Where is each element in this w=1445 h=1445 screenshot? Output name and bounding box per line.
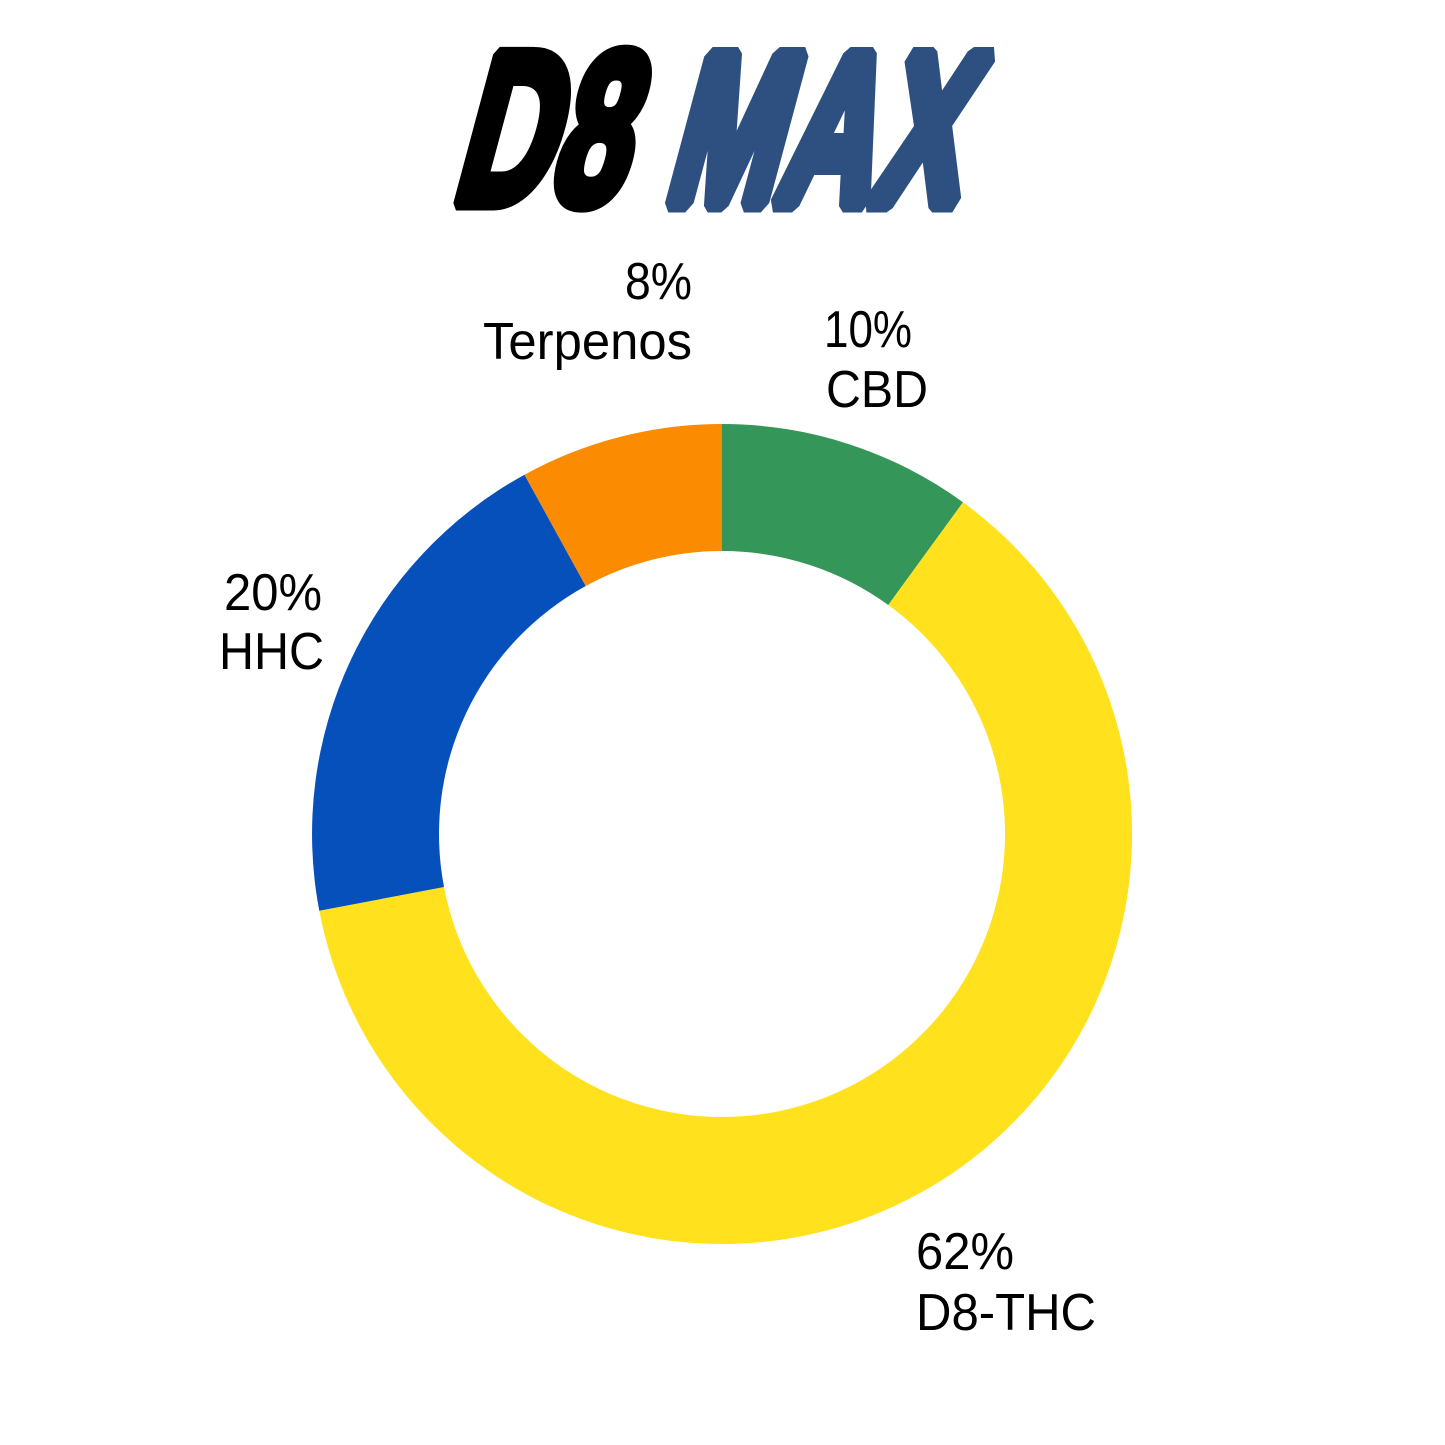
svg-text:Terpenos: Terpenos <box>483 313 692 371</box>
svg-text:HHC: HHC <box>219 623 324 681</box>
svg-text:D8: D8 <box>437 7 674 249</box>
svg-text:62%: 62% <box>916 1223 1014 1281</box>
svg-text:8%: 8% <box>625 253 692 311</box>
svg-text:CBD: CBD <box>826 361 928 419</box>
svg-text:MAX: MAX <box>650 10 1008 248</box>
svg-text:D8-THC: D8-THC <box>916 1284 1096 1342</box>
svg-text:10%: 10% <box>824 301 912 359</box>
svg-text:20%: 20% <box>224 564 322 622</box>
